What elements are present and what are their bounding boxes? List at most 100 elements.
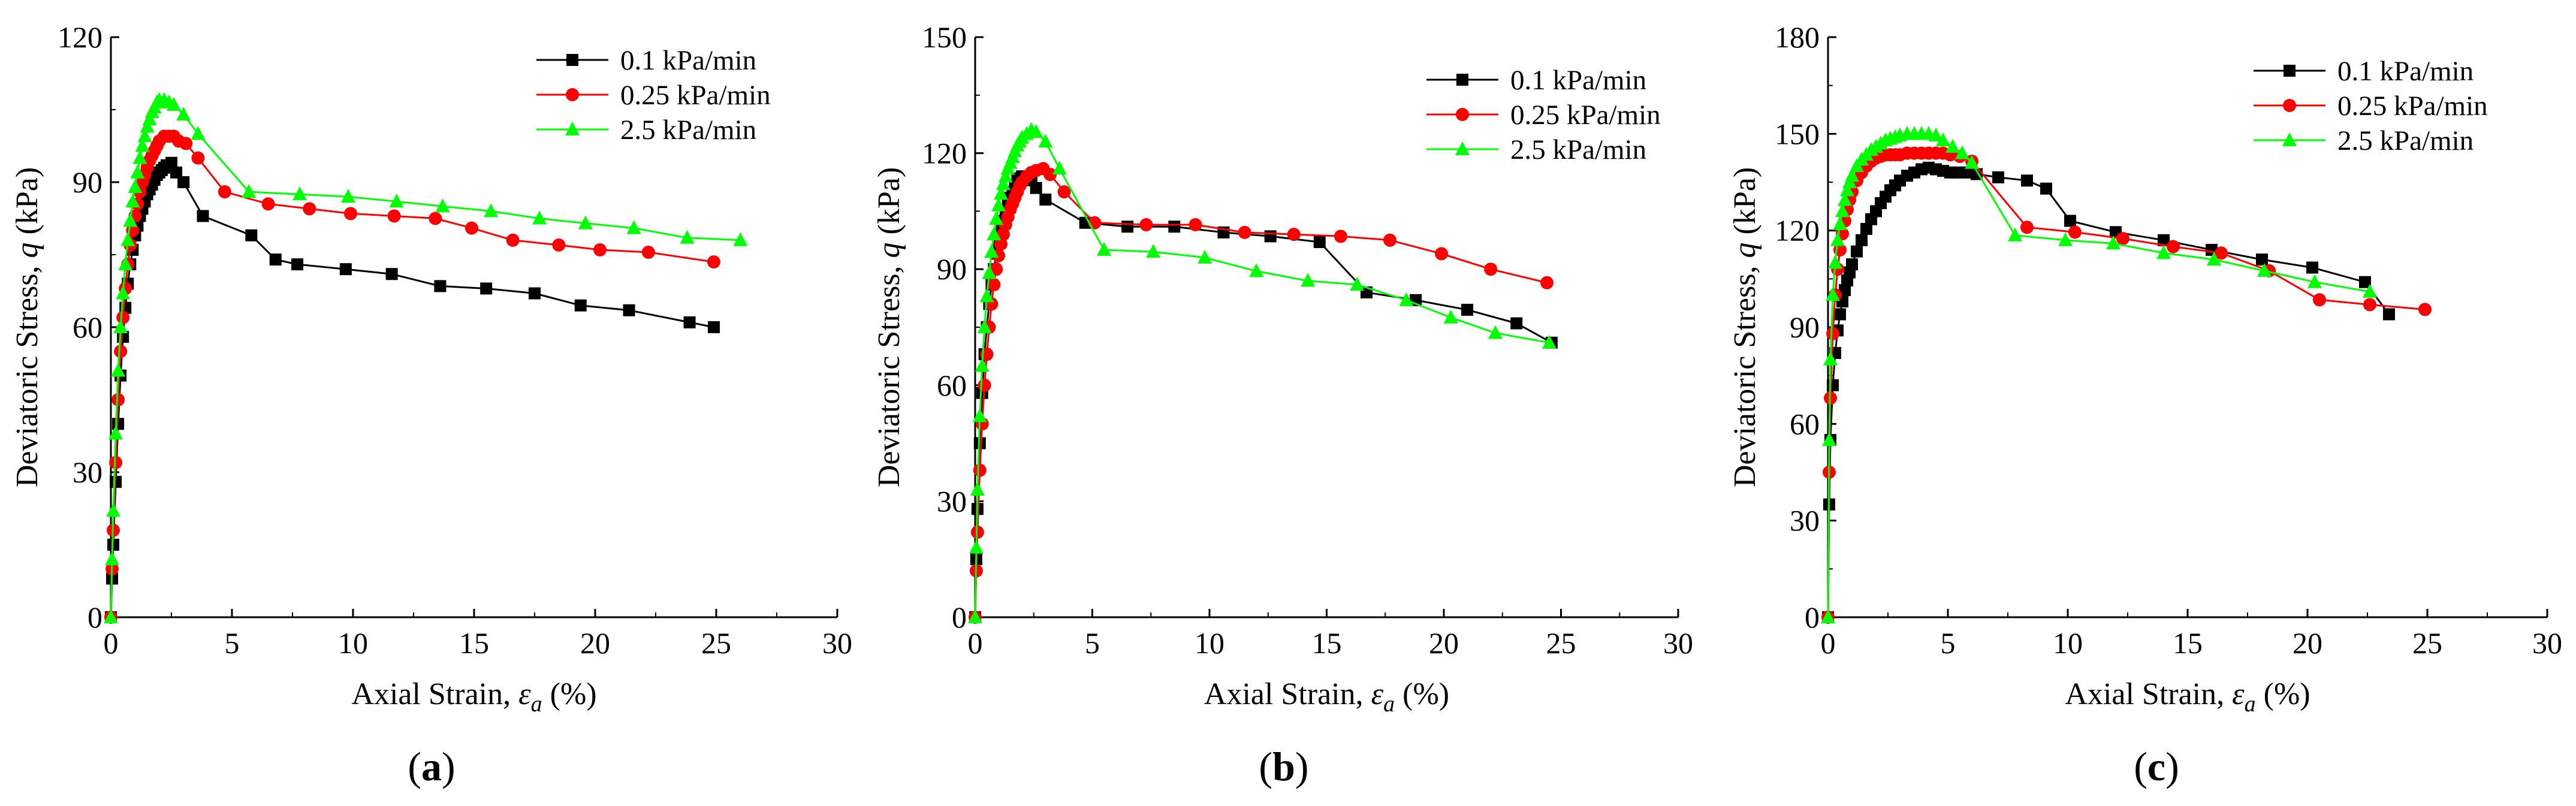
series-line [1827, 152, 2426, 618]
data-point [641, 245, 655, 259]
data-point [1264, 230, 1277, 243]
data-point [2418, 303, 2432, 316]
data-point [111, 393, 125, 406]
data-point [2116, 232, 2129, 246]
y-tick-label: 0 [88, 600, 102, 634]
x-axis-title-prefix: Axial Strain, [2065, 677, 2232, 711]
data-point [1057, 185, 1071, 199]
data-point [1038, 134, 1053, 148]
series-line [110, 162, 714, 618]
chart-panel-c: 0 5 10 15 20 25 30 0 30 60 90 120 150 180 Axial Strain… [1728, 20, 2562, 789]
data-point [113, 319, 128, 333]
x-axis-title: Axial Strain, εa (%) [351, 677, 596, 717]
x-tick-label: 30 [1663, 626, 1693, 660]
series-2 [104, 92, 748, 623]
x-tick-label: 10 [2053, 626, 2083, 660]
data-point [177, 176, 190, 188]
data-point [1961, 166, 1973, 179]
x-axis-title-symbol: ε [1371, 677, 1384, 711]
data-point [435, 198, 450, 213]
data-point [108, 425, 123, 440]
legend-marker [2284, 65, 2296, 77]
y-axis-title: Deviatoric Stress, q (kPa) [872, 167, 906, 487]
y-tick-label: 120 [1775, 214, 1820, 247]
y-axis-title-prefix: Deviatoric Stress, [1728, 258, 1762, 487]
x-axis-title-suffix: (%) [1395, 677, 1449, 711]
data-point [683, 316, 696, 328]
x-tick-label: 5 [1941, 626, 1956, 660]
data-point [2158, 234, 2170, 246]
data-point [977, 319, 992, 333]
y-tick-label: 60 [73, 310, 102, 344]
series-1 [1821, 146, 2432, 624]
x-axis-title-subscript: a [531, 692, 542, 717]
data-point [125, 194, 140, 208]
data-point [434, 280, 447, 292]
series-line [974, 129, 1550, 618]
y-axis-title-prefix: Deviatoric Stress, [10, 258, 44, 487]
data-point [1929, 128, 1943, 142]
series-2 [968, 122, 1557, 623]
y-tick-label: 180 [1775, 20, 1820, 54]
data-point [339, 263, 352, 276]
data-point [1189, 218, 1202, 231]
data-point [130, 164, 145, 179]
legend-label: 0.1 kPa/min [1510, 65, 1646, 96]
x-tick-label: 0 [104, 626, 119, 660]
x-axis-title-subscript: a [2245, 692, 2256, 717]
y-tick-label: 30 [73, 455, 102, 489]
data-point [1826, 287, 1840, 301]
data-point [429, 212, 442, 225]
data-point [1840, 182, 1854, 197]
data-point [165, 156, 177, 169]
x-axis-title-prefix: Axial Strain, [1204, 677, 1371, 711]
data-point [242, 184, 257, 198]
data-point [135, 138, 150, 152]
legend-marker [565, 122, 580, 135]
data-point [996, 176, 1011, 191]
data-point [1540, 276, 1554, 289]
data-point [1287, 228, 1301, 242]
x-tick-label: 25 [2412, 626, 2442, 660]
x-axis-title-subscript: a [1383, 692, 1395, 717]
data-point [2307, 274, 2322, 288]
series-0 [1822, 161, 2395, 623]
data-point [1443, 309, 1458, 324]
series-line [110, 135, 714, 618]
panel-label-open: ( [2134, 744, 2147, 789]
data-point [191, 126, 206, 140]
y-tick-label: 150 [922, 20, 967, 54]
x-tick-label: 15 [459, 626, 489, 660]
panel-label: (b) [1259, 744, 1308, 789]
y-tick-label: 120 [922, 137, 967, 170]
legend-marker [566, 54, 578, 66]
data-point [191, 151, 205, 165]
x-tick-label: 0 [1821, 626, 1836, 660]
data-point [1097, 242, 1112, 256]
data-point [733, 232, 748, 246]
data-point [109, 455, 123, 469]
data-point [1846, 258, 1858, 271]
panel-label-letter: c [2147, 744, 2165, 789]
legend-label: 2.5 kPa/min [2337, 125, 2474, 156]
x-axis-title-symbol: ε [2232, 677, 2245, 711]
data-point [291, 258, 304, 271]
data-point [170, 166, 183, 179]
data-point [969, 539, 984, 554]
legend-marker [1456, 74, 1468, 86]
data-point [2363, 283, 2377, 298]
data-point [106, 503, 121, 517]
data-point [529, 287, 541, 300]
panel-label: (a) [408, 744, 455, 789]
data-point [578, 215, 593, 230]
x-axis-title-suffix: (%) [2256, 677, 2310, 711]
data-point [261, 197, 275, 211]
data-point [998, 168, 1013, 183]
x-tick-label: 10 [1195, 626, 1224, 660]
data-point [1121, 221, 1134, 233]
y-axis-title-symbol: q [10, 242, 44, 258]
y-axis-title-symbol: q [872, 242, 906, 258]
data-point [1826, 327, 1839, 340]
x-tick-label: 0 [968, 626, 983, 660]
data-point [118, 256, 133, 271]
